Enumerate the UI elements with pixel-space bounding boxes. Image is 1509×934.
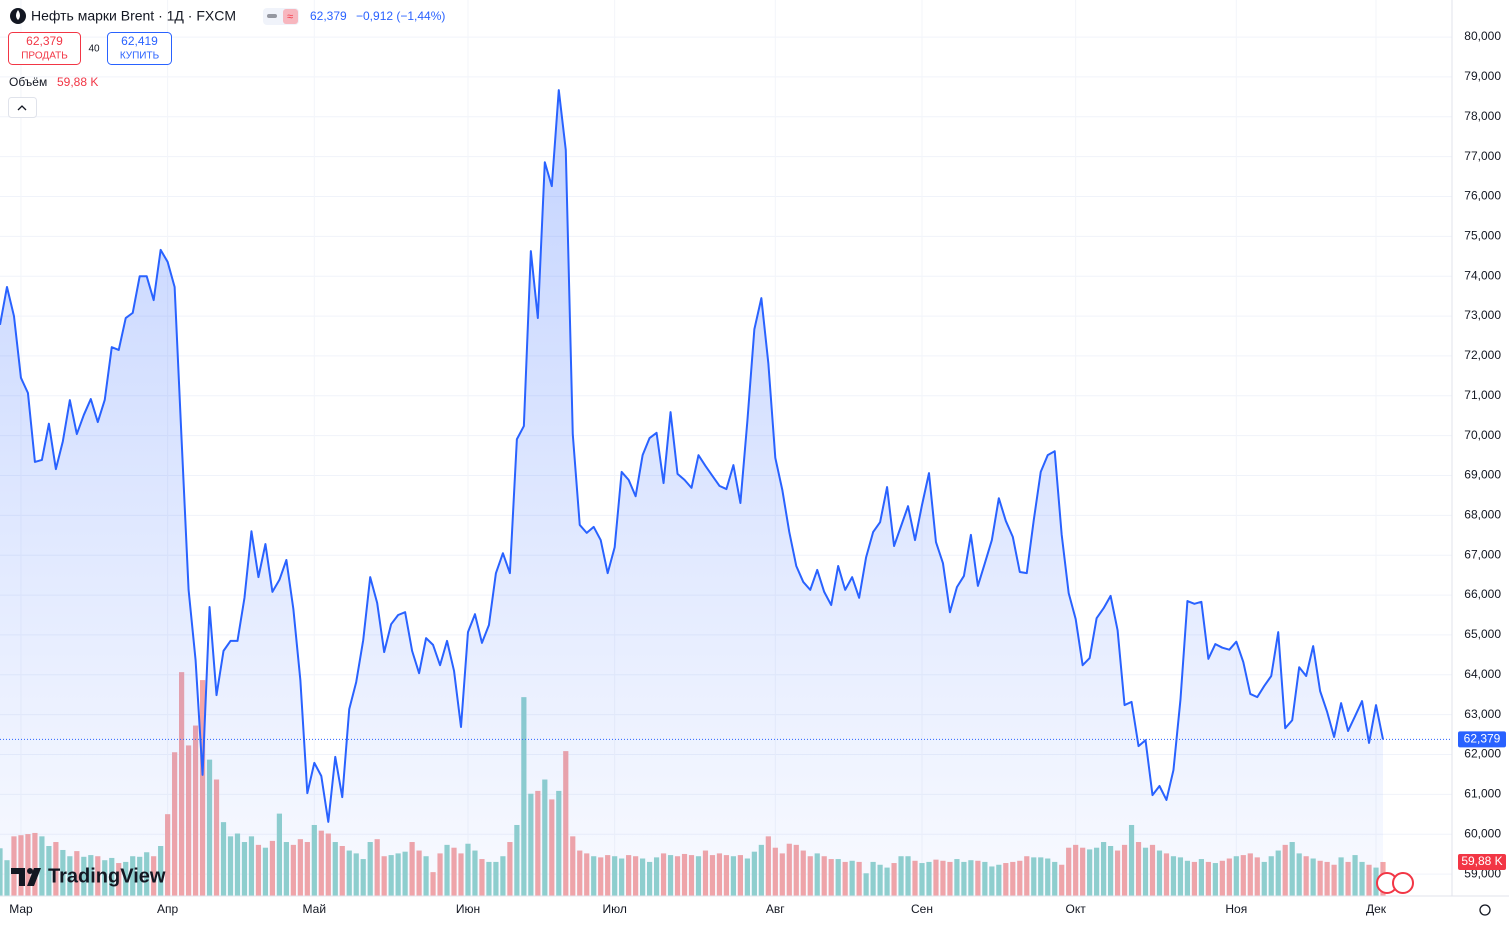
y-tick-label: 66,000 xyxy=(1464,587,1501,601)
y-tick-label: 75,000 xyxy=(1464,229,1501,243)
y-tick-label: 65,000 xyxy=(1464,627,1501,641)
x-tick-label: Окт xyxy=(1066,902,1087,916)
y-tick-label: 77,000 xyxy=(1464,149,1501,163)
x-tick-label: Сен xyxy=(911,902,933,916)
y-tick-label: 63,000 xyxy=(1464,707,1501,721)
y-tick-label: 69,000 xyxy=(1464,468,1501,482)
header: Нефть марки Brent · 1Д · FXCM ≈ 62,379 −… xyxy=(8,8,445,118)
price-change: −0,912 (−1,44%) xyxy=(356,9,445,23)
y-tick-label: 67,000 xyxy=(1464,547,1501,561)
last-price-label: 62,379 xyxy=(1464,732,1501,746)
y-tick-label: 80,000 xyxy=(1464,29,1501,43)
collapse-button[interactable] xyxy=(8,97,37,118)
x-tick-label: Май xyxy=(303,902,327,916)
brand-logo: TradingView xyxy=(11,865,166,887)
x-tick-label: Авг xyxy=(766,902,785,916)
event-flag[interactable] xyxy=(1392,872,1414,894)
brand-icon xyxy=(27,868,33,874)
x-tick-label: Апр xyxy=(157,902,179,916)
status-icon: ≈ xyxy=(287,11,293,23)
settings-icon[interactable] xyxy=(1479,904,1491,916)
symbol-logo-drop xyxy=(16,10,20,20)
buy-button[interactable] xyxy=(107,32,172,65)
y-tick-label: 62,000 xyxy=(1464,747,1501,761)
spread: 40 xyxy=(88,44,100,55)
x-tick-label: Дек xyxy=(1366,902,1387,916)
y-tick-label: 68,000 xyxy=(1464,508,1501,522)
volume-badge-label: 59,88 K xyxy=(1461,854,1502,868)
brand-name: TradingView xyxy=(48,865,166,887)
y-tick-label: 60,000 xyxy=(1464,826,1501,840)
brand-icon xyxy=(11,868,41,886)
y-tick-label: 73,000 xyxy=(1464,308,1501,322)
sell-label: ПРОДАТЬ xyxy=(21,51,68,62)
status-pill xyxy=(283,9,298,24)
y-tick-label: 71,000 xyxy=(1464,388,1501,402)
last-price-badge xyxy=(1458,731,1506,748)
x-tick-label: Июн xyxy=(456,902,480,916)
y-tick-label: 76,000 xyxy=(1464,189,1501,203)
y-tick-label: 61,000 xyxy=(1464,787,1501,801)
x-tick-label: Ноя xyxy=(1225,902,1247,916)
x-tick-label: Июл xyxy=(602,902,626,916)
collapse-icon xyxy=(17,105,27,111)
volume-badge xyxy=(1458,853,1506,870)
volume-title: Объём xyxy=(9,75,47,89)
price-area xyxy=(0,90,1383,896)
y-tick-label: 78,000 xyxy=(1464,109,1501,123)
y-tick-label: 64,000 xyxy=(1464,667,1501,681)
event-flags xyxy=(1376,872,1414,894)
y-tick-label: 72,000 xyxy=(1464,348,1501,362)
sell-price: 62,379 xyxy=(26,34,63,48)
y-tick-label: 70,000 xyxy=(1464,428,1501,442)
symbol-title: Нефть марки Brent · 1Д · FXCM xyxy=(31,8,236,24)
buy-price: 62,419 xyxy=(121,34,158,48)
x-tick-label: Мар xyxy=(9,902,33,916)
sell-button[interactable] xyxy=(8,32,81,65)
y-tick-label: 74,000 xyxy=(1464,268,1501,282)
price-line xyxy=(0,89,1384,823)
buy-label: КУПИТЬ xyxy=(120,51,160,62)
volume-value: 59,88 K xyxy=(57,75,98,89)
last-price: 62,379 xyxy=(310,9,347,23)
y-tick-label: 79,000 xyxy=(1464,69,1501,83)
status-icon xyxy=(267,14,277,18)
